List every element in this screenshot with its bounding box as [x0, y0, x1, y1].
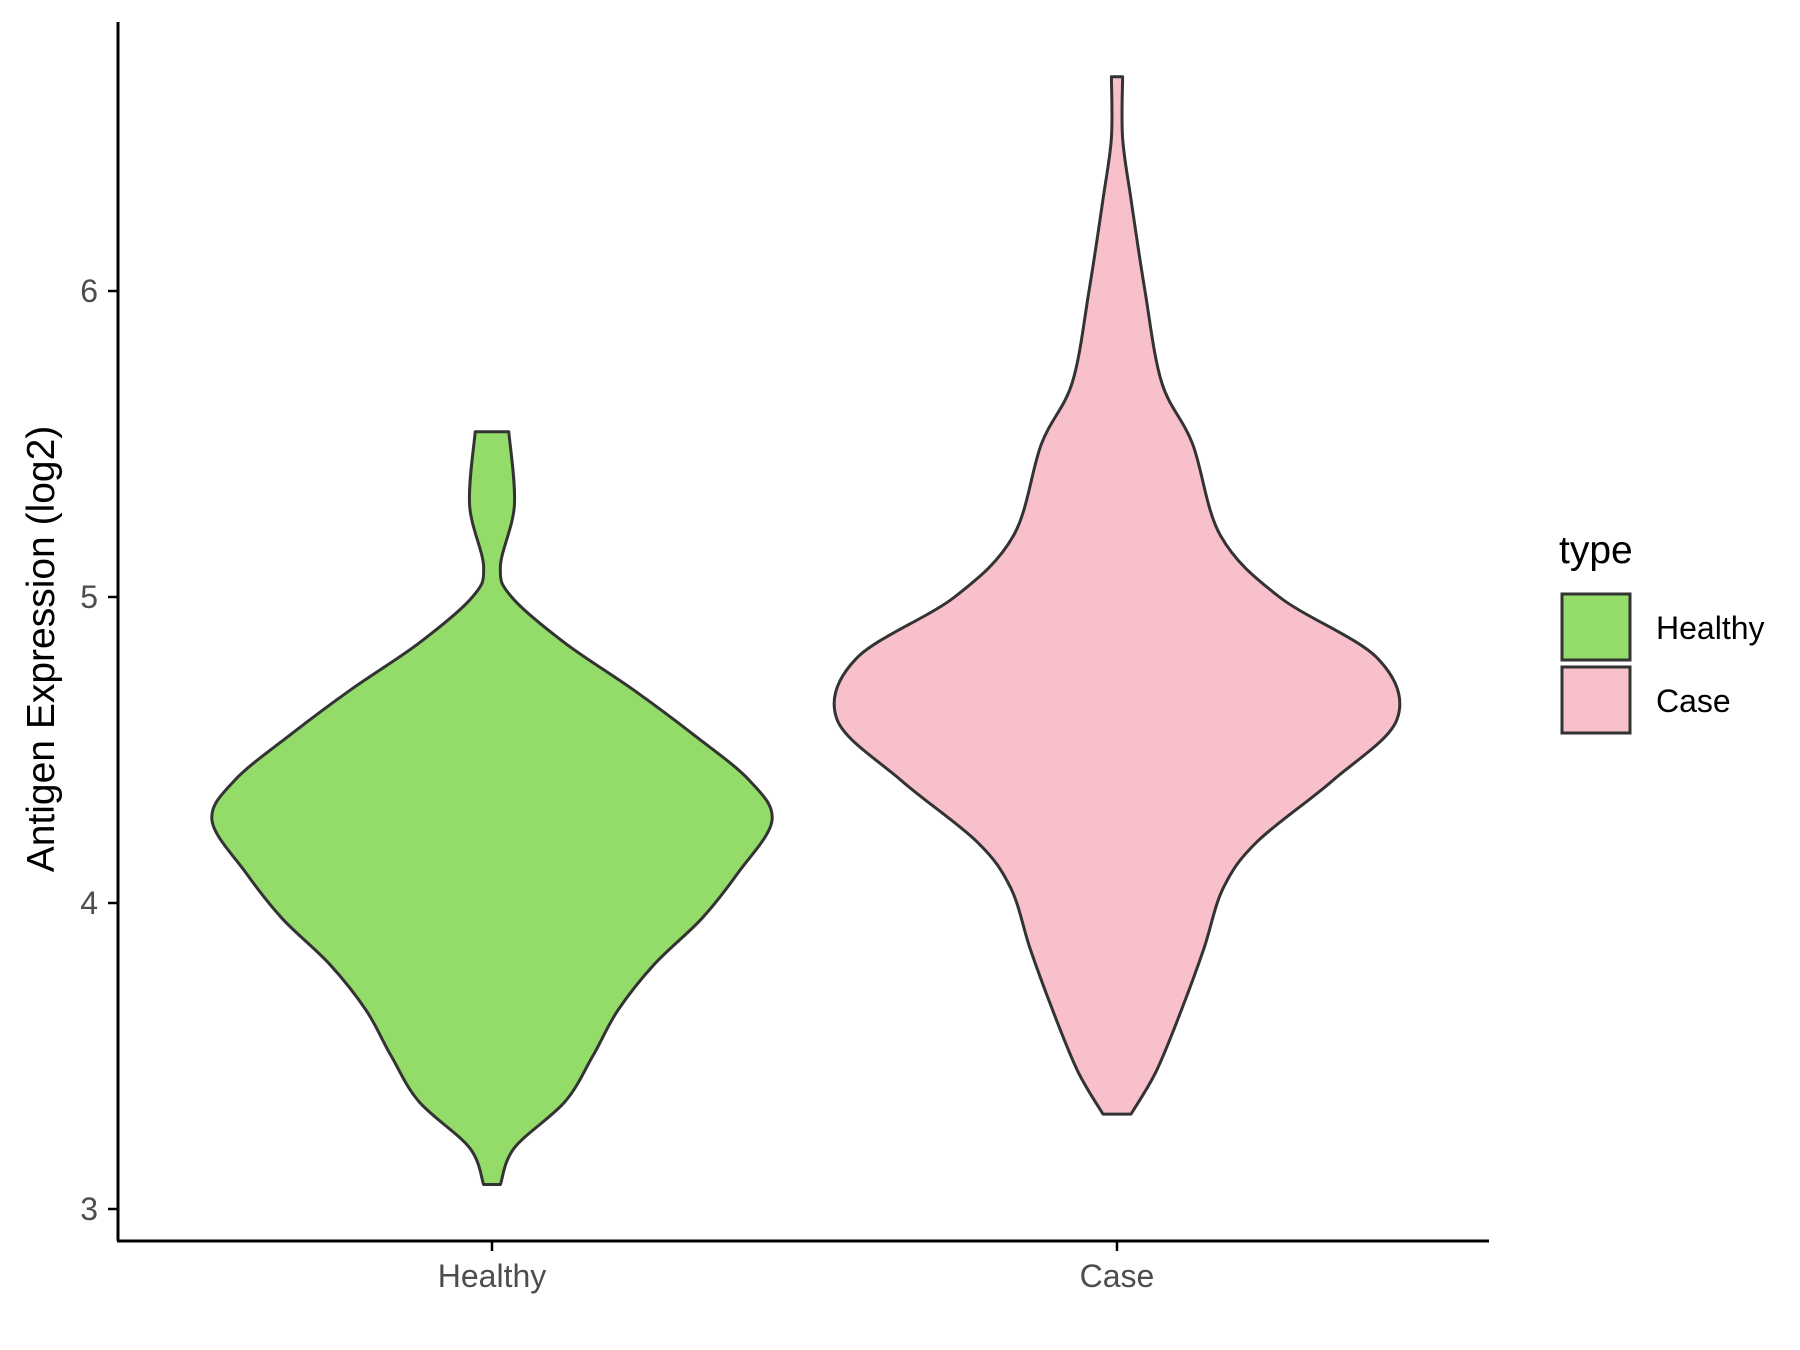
y-tick-label: 6	[80, 273, 98, 309]
legend-title: type	[1559, 529, 1633, 572]
legend-swatch-case	[1560, 665, 1632, 735]
y-axis-ticks: 3 4 5 6	[80, 273, 118, 1227]
violin-layer	[210, 75, 1402, 1186]
legend: type Healthy Case	[1559, 529, 1765, 735]
x-axis-ticks: Healthy Case	[438, 1241, 1155, 1294]
legend-label-healthy: Healthy	[1656, 610, 1765, 646]
x-tick-label: Healthy	[438, 1258, 547, 1294]
y-axis-title: Antigen Expression (log2)	[20, 426, 63, 873]
violin-healthy	[210, 430, 774, 1186]
y-tick-label: 4	[80, 885, 98, 921]
legend-label-case: Case	[1656, 683, 1731, 719]
legend-items: Healthy Case	[1560, 592, 1765, 735]
legend-swatch-healthy	[1560, 592, 1632, 662]
x-tick-label: Case	[1080, 1258, 1155, 1294]
y-tick-label: 3	[80, 1191, 98, 1227]
violin-case	[832, 75, 1402, 1116]
y-tick-label: 5	[80, 579, 98, 615]
